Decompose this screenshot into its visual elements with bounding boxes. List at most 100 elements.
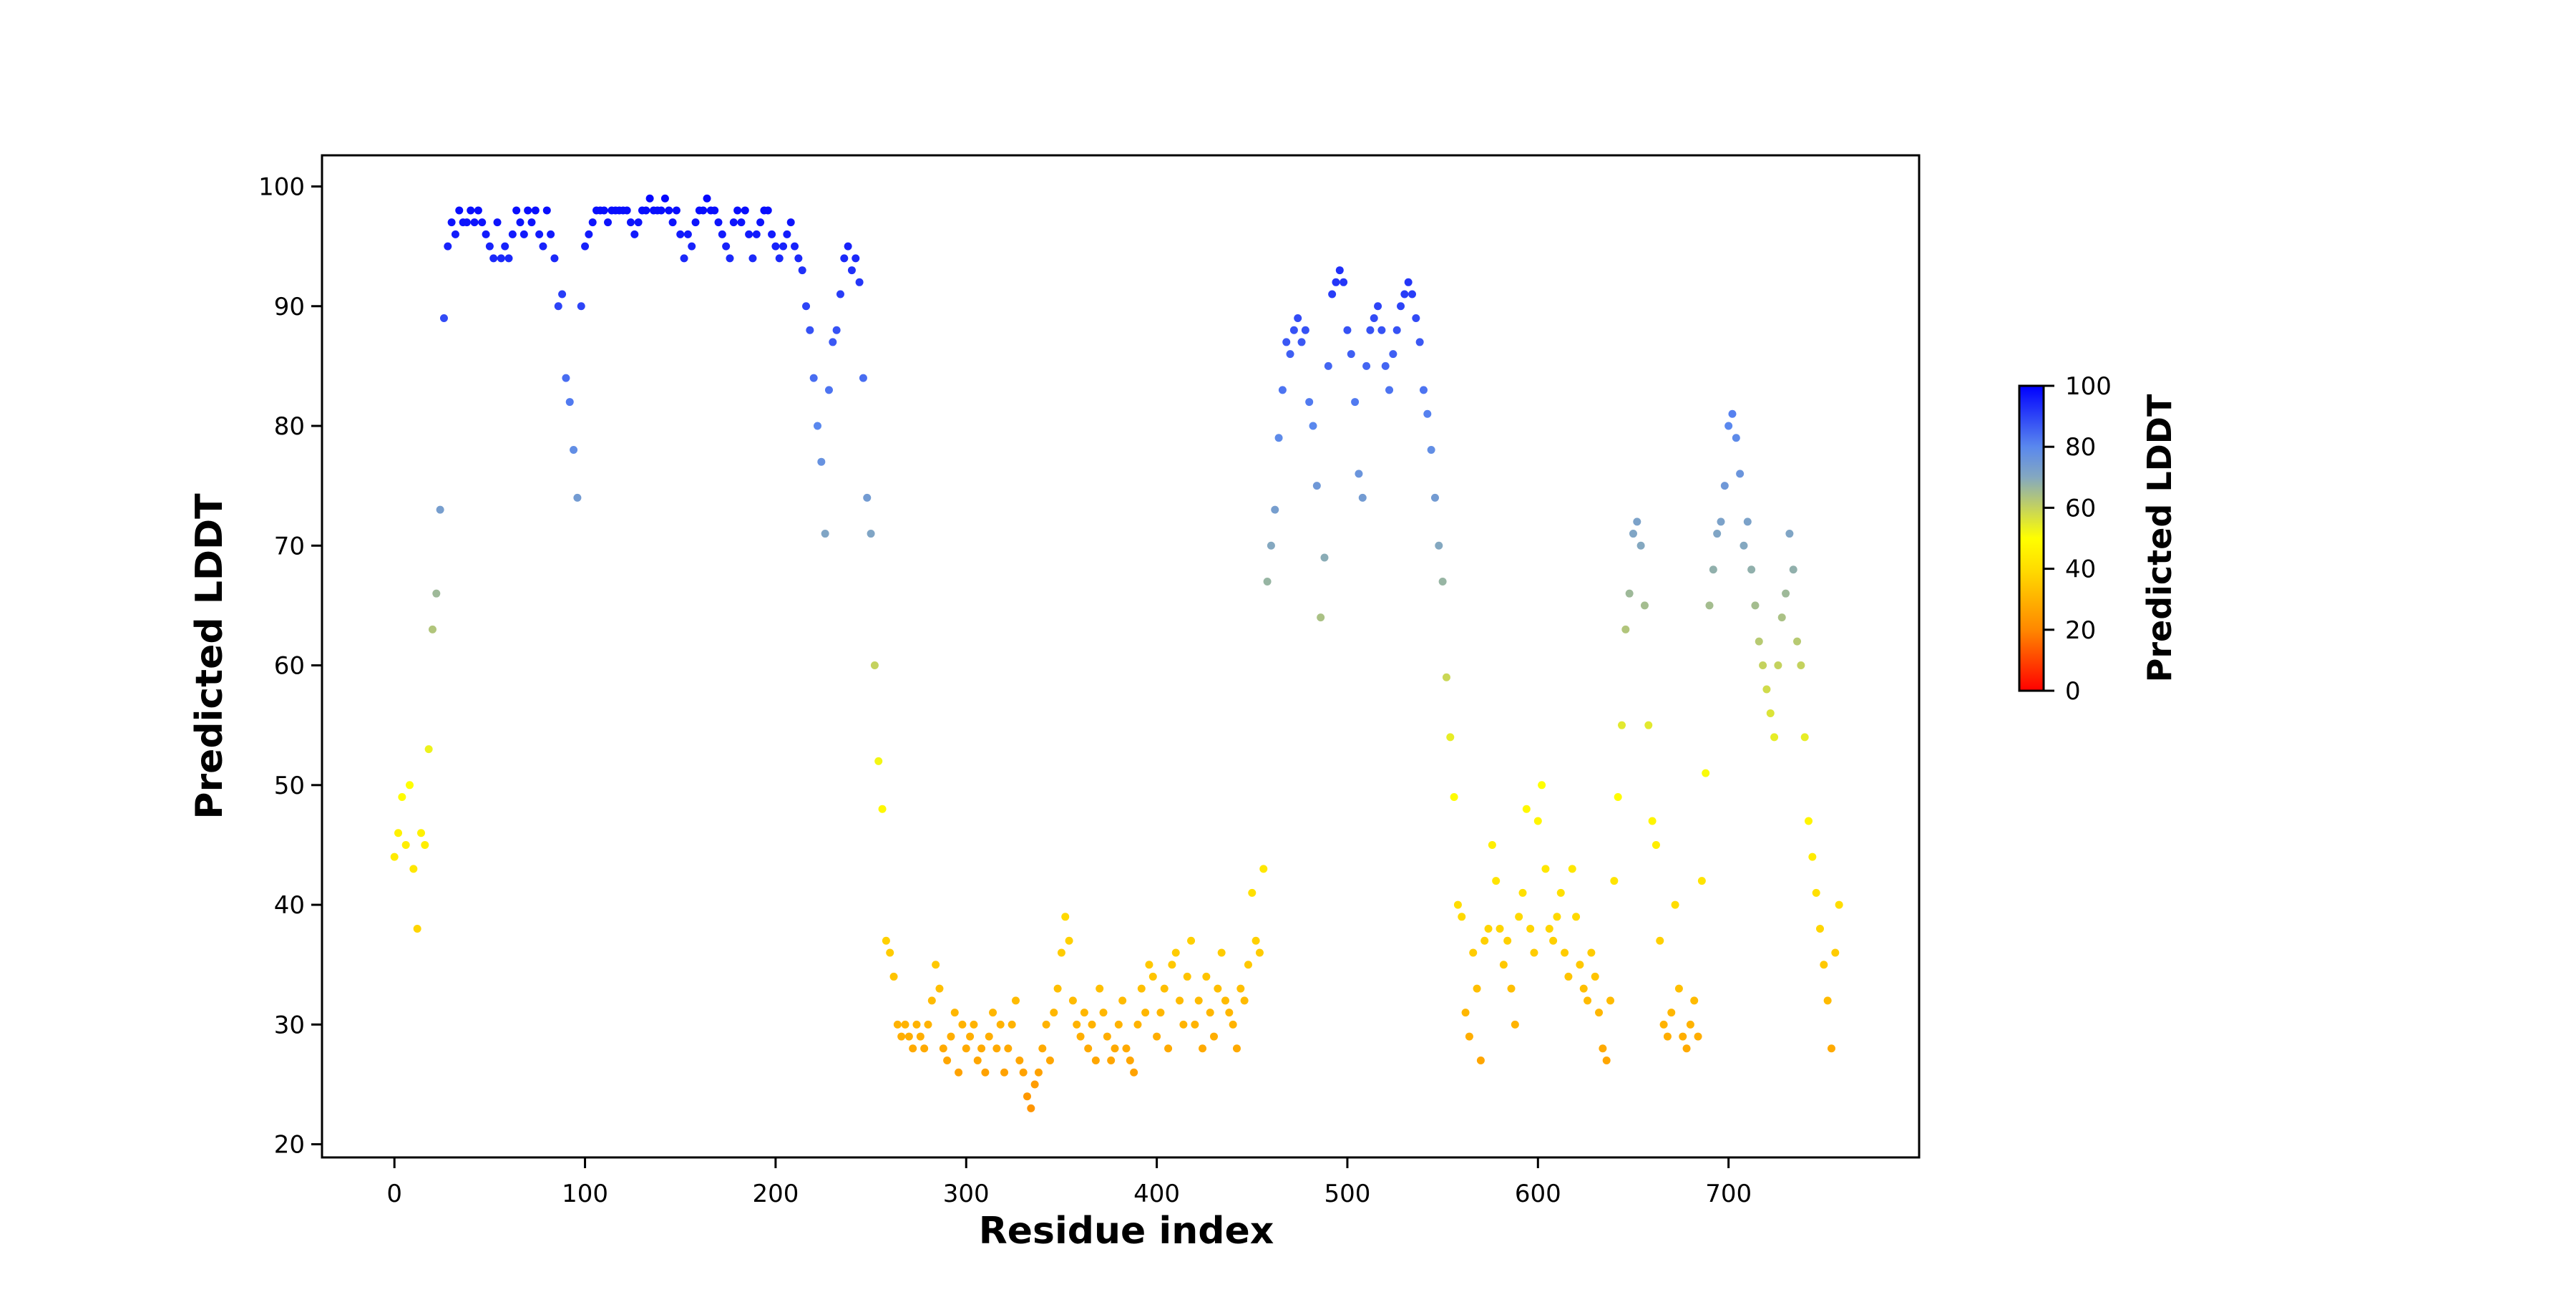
data-point	[588, 218, 597, 227]
data-point	[1782, 589, 1790, 598]
colorbar-label: Predicted LDDT	[2140, 394, 2179, 682]
data-point	[1278, 386, 1287, 394]
data-point	[1827, 1044, 1835, 1053]
data-point	[1553, 913, 1561, 921]
data-point	[1328, 290, 1337, 298]
data-point	[1507, 984, 1516, 993]
data-point	[1812, 888, 1820, 897]
data-point	[1221, 996, 1229, 1005]
data-point	[1633, 518, 1641, 526]
x-tick-label: 200	[752, 1180, 799, 1208]
data-point	[783, 230, 791, 238]
data-point	[444, 242, 452, 251]
data-point	[428, 625, 436, 633]
data-point	[821, 530, 829, 538]
data-point	[504, 254, 513, 263]
data-point	[1800, 733, 1809, 742]
data-point	[1015, 1057, 1024, 1065]
data-point	[1777, 613, 1786, 622]
colorbar	[2018, 384, 2045, 692]
data-point	[1561, 948, 1569, 957]
data-point	[756, 218, 765, 227]
data-point	[451, 230, 459, 238]
data-point	[1446, 733, 1455, 742]
data-point	[406, 781, 414, 790]
data-point	[447, 218, 456, 227]
data-point	[1805, 817, 1813, 825]
data-point	[1137, 984, 1146, 993]
data-point	[836, 290, 844, 298]
data-point	[950, 1009, 959, 1017]
colorbar-tick-label: 100	[2065, 372, 2112, 401]
data-point	[1717, 518, 1725, 526]
x-tick-label: 400	[1133, 1180, 1180, 1208]
data-point	[1118, 996, 1127, 1005]
y-tick-label: 20	[274, 1131, 305, 1160]
data-point	[1461, 1009, 1470, 1017]
data-point	[977, 1044, 986, 1053]
data-point	[542, 206, 551, 215]
data-point	[882, 936, 890, 945]
data-point	[1191, 1020, 1199, 1029]
data-point	[1728, 409, 1737, 418]
data-point	[1602, 1057, 1611, 1065]
data-point	[1126, 1057, 1134, 1065]
data-point	[1362, 361, 1371, 370]
data-point	[432, 589, 441, 598]
data-point	[1358, 493, 1367, 502]
data-point	[1690, 996, 1699, 1005]
data-point	[924, 1020, 932, 1029]
data-point	[1404, 278, 1413, 286]
data-point	[474, 206, 482, 215]
data-point	[814, 422, 822, 430]
data-point	[1397, 302, 1405, 311]
y-tick-label: 60	[274, 652, 305, 681]
data-point	[985, 1032, 993, 1041]
data-point	[1263, 577, 1272, 586]
data-point	[1164, 1044, 1173, 1053]
data-point	[718, 230, 726, 238]
data-point	[1111, 1044, 1119, 1053]
data-point	[1476, 1057, 1485, 1065]
data-point	[889, 972, 898, 981]
y-tick-label: 30	[274, 1011, 305, 1039]
data-point	[1202, 972, 1211, 981]
data-point	[1774, 661, 1782, 670]
data-point	[1770, 733, 1779, 742]
x-axis-ticks: 0 100 200 300 400 500 600 700	[386, 1157, 1752, 1208]
data-point	[768, 230, 776, 238]
x-tick-label: 300	[943, 1180, 990, 1208]
data-point	[1556, 888, 1565, 897]
data-point	[600, 206, 608, 215]
data-point	[1294, 314, 1302, 322]
data-point	[1057, 948, 1065, 957]
data-point	[1050, 1009, 1058, 1017]
data-point	[878, 805, 887, 813]
data-point	[1496, 925, 1504, 933]
data-point	[1732, 434, 1740, 442]
data-point	[581, 242, 590, 251]
data-point	[970, 1020, 978, 1029]
data-point	[1408, 290, 1417, 298]
data-point	[722, 242, 731, 251]
data-point	[870, 661, 879, 670]
data-point	[1679, 1032, 1687, 1041]
data-point	[501, 242, 509, 251]
data-point	[1705, 601, 1714, 610]
data-point	[1027, 1104, 1035, 1112]
data-point	[1458, 913, 1466, 921]
data-point	[1473, 984, 1481, 993]
x-tick-label: 0	[386, 1180, 402, 1208]
data-point	[703, 194, 711, 203]
data-point	[1289, 326, 1298, 334]
data-point	[1286, 350, 1294, 359]
data-point	[1168, 961, 1176, 969]
data-point	[1522, 805, 1531, 813]
data-point	[1377, 326, 1386, 334]
data-point	[1214, 984, 1222, 993]
data-point	[401, 840, 410, 849]
data-point	[508, 230, 517, 238]
data-point	[1530, 948, 1538, 957]
data-point	[1030, 1080, 1039, 1089]
data-point	[1255, 948, 1264, 957]
